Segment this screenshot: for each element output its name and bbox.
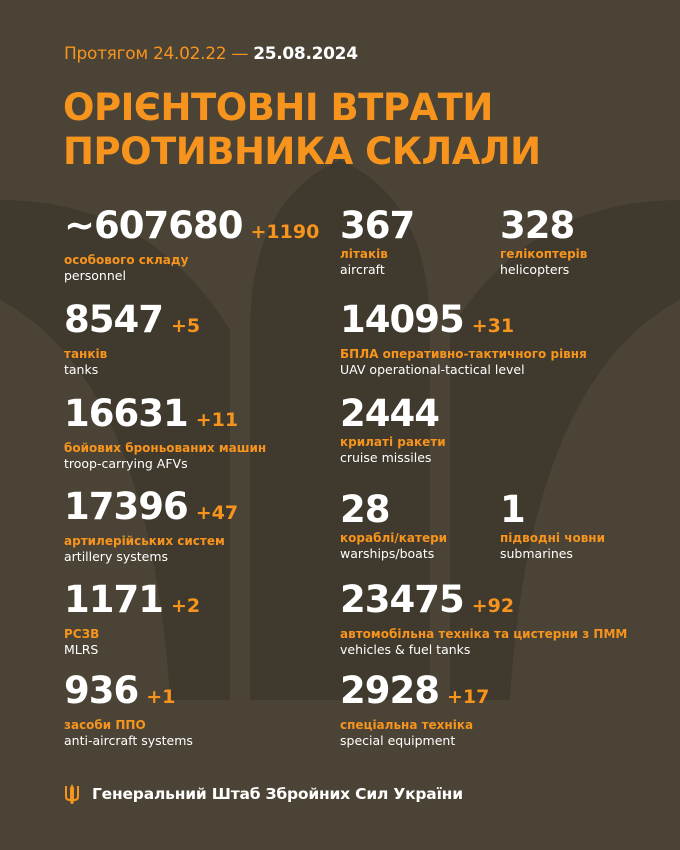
stat-aircraft: 367 літаків aircraft — [340, 204, 415, 278]
stat-value: 328 — [500, 205, 587, 247]
stat-delta: +1190 — [250, 221, 320, 243]
stat-total: 2444 — [340, 392, 440, 435]
stat-delta: +2 — [170, 595, 201, 617]
stat-total: 28 — [340, 488, 390, 531]
stat-special-equipment: 2928 +17 спеціальна техніка special equipme… — [340, 670, 489, 749]
page-title: ОРІЄНТОВНІ ВТРАТИ ПРОТИВНИКА СКЛАЛИ — [63, 86, 541, 174]
stat-label-en: special equipment — [340, 733, 456, 748]
stat-label-en: troop-carrying AFVs — [64, 456, 188, 471]
stat-total: 367 — [340, 204, 415, 247]
stat-total: 1171 — [64, 578, 164, 621]
stat-value: 16631 +11 — [64, 393, 266, 441]
stat-value: 1171 +2 — [64, 579, 200, 627]
stat-label-ua: кораблі/катери — [340, 531, 448, 545]
stat-label-en: helicopters — [500, 262, 570, 277]
stat-artillery-systems: 17396 +47 артилерійських систем artillery s… — [64, 486, 238, 565]
footer: Генеральний Штаб Збройних Сил України — [64, 784, 463, 804]
stat-value: ~607680 +1190 — [64, 205, 319, 253]
stat-label-ua: артилерійських систем — [64, 534, 225, 548]
stat-label-en: submarines — [500, 546, 573, 561]
stat-label-ua: особового складу — [64, 253, 189, 267]
stat-label-en: vehicles & fuel tanks — [340, 642, 471, 657]
stat-label-en: tanks — [64, 362, 99, 377]
stat-warships-boats: 28 кораблі/катери warships/boats — [340, 489, 447, 562]
stat-label-en: cruise missiles — [340, 450, 432, 465]
stat-delta: +17 — [446, 686, 490, 708]
stat-anti-aircraft-systems: 936 +1 засоби ППО anti-aircraft systems — [64, 670, 193, 749]
title-line-1: ОРІЄНТОВНІ ВТРАТИ — [63, 86, 493, 129]
stat-helicopters: 328 гелікоптерів helicopters — [500, 205, 587, 278]
stat-label-ua: БПЛА оперативно-тактичного рівня — [340, 347, 587, 361]
stat-delta: +47 — [195, 502, 239, 524]
stat-label-en: personnel — [64, 268, 126, 283]
stat-label-ua: бойових броньованих машин — [64, 441, 267, 455]
stat-total: 16631 — [64, 392, 189, 435]
stat-uav-operational-tactical-level: 14095 +31 БПЛА оперативно-тактичного рівня… — [340, 299, 587, 378]
stat-delta: +92 — [471, 595, 515, 617]
stat-label-ua: підводні човни — [500, 531, 605, 545]
stat-label-ua: засоби ППО — [64, 718, 146, 732]
stat-total: 328 — [500, 204, 575, 247]
stat-label-ua: спеціальна техніка — [340, 718, 474, 732]
title-line-2: ПРОТИВНИКА СКЛАЛИ — [63, 130, 541, 173]
stat-value: 8547 +5 — [64, 299, 200, 347]
trident-icon — [65, 784, 79, 804]
stat-delta: +31 — [471, 315, 515, 337]
stat-label-en: MLRS — [64, 642, 99, 657]
stat-value: 1 — [500, 489, 605, 531]
stat-value: 23475 +92 — [340, 579, 627, 627]
stat-value: 367 — [340, 204, 415, 247]
stat-total: 2928 — [340, 669, 440, 712]
stat-label-en: artillery systems — [64, 549, 169, 564]
stat-total: 17396 — [64, 485, 189, 528]
stat-value: 936 +1 — [64, 670, 193, 718]
stat-label-ua: крилаті ракети — [340, 435, 446, 449]
stat-total: 14095 — [340, 298, 465, 341]
stat-label-en: anti-aircraft systems — [64, 733, 193, 748]
period-date: 25.08.2024 — [253, 44, 358, 64]
stat-mlrs: 1171 +2 РСЗВ MLRS — [64, 579, 200, 658]
stat-value: 17396 +47 — [64, 486, 238, 534]
stat-delta: +5 — [170, 315, 201, 337]
stat-total: 8547 — [64, 298, 164, 341]
stat-label-ua: гелікоптерів — [500, 247, 588, 261]
stat-submarines: 1 підводні човни submarines — [500, 489, 605, 562]
stat-label-ua: танків — [64, 347, 108, 361]
stat-value: 2928 +17 — [340, 670, 489, 718]
period-prefix: Протягом 24.02.22 — — [64, 44, 249, 64]
stat-value: 28 — [340, 489, 447, 531]
footer-text: Генеральний Штаб Збройних Сил України — [92, 785, 463, 803]
stat-total: 1 — [500, 488, 526, 531]
stat-cruise-missiles: 2444 крилаті ракети cruise missiles — [340, 393, 446, 466]
stat-tanks: 8547 +5 танків tanks — [64, 299, 200, 378]
stat-vehicles-fuel-tanks: 23475 +92 автомобільна техніка та цистерни… — [340, 579, 627, 658]
stat-label-en: aircraft — [340, 262, 385, 277]
stat-value: 14095 +31 — [340, 299, 587, 347]
stat-label-ua: літаків — [340, 247, 388, 261]
stat-label-ua: автомобільна техніка та цистерни з ПММ — [340, 627, 628, 641]
stat-personnel: ~607680 +1190 особового складу personnel — [64, 205, 319, 284]
stat-delta: +1 — [146, 686, 176, 708]
stat-label-en: warships/boats — [340, 546, 435, 561]
stat-total: 23475 — [340, 578, 465, 621]
stat-label-ua: РСЗВ — [64, 627, 100, 641]
stat-value: 2444 — [340, 393, 446, 435]
period-text: Протягом 24.02.22 — 25.08.2024 — [64, 44, 358, 64]
stat-total: 936 — [64, 669, 139, 712]
stat-total: ~607680 — [64, 204, 243, 247]
stat-delta: +11 — [195, 409, 239, 431]
stat-troop-carrying-afvs: 16631 +11 бойових броньованих машин troop-c… — [64, 393, 266, 472]
stat-label-en: UAV operational-tactical level — [340, 362, 525, 377]
